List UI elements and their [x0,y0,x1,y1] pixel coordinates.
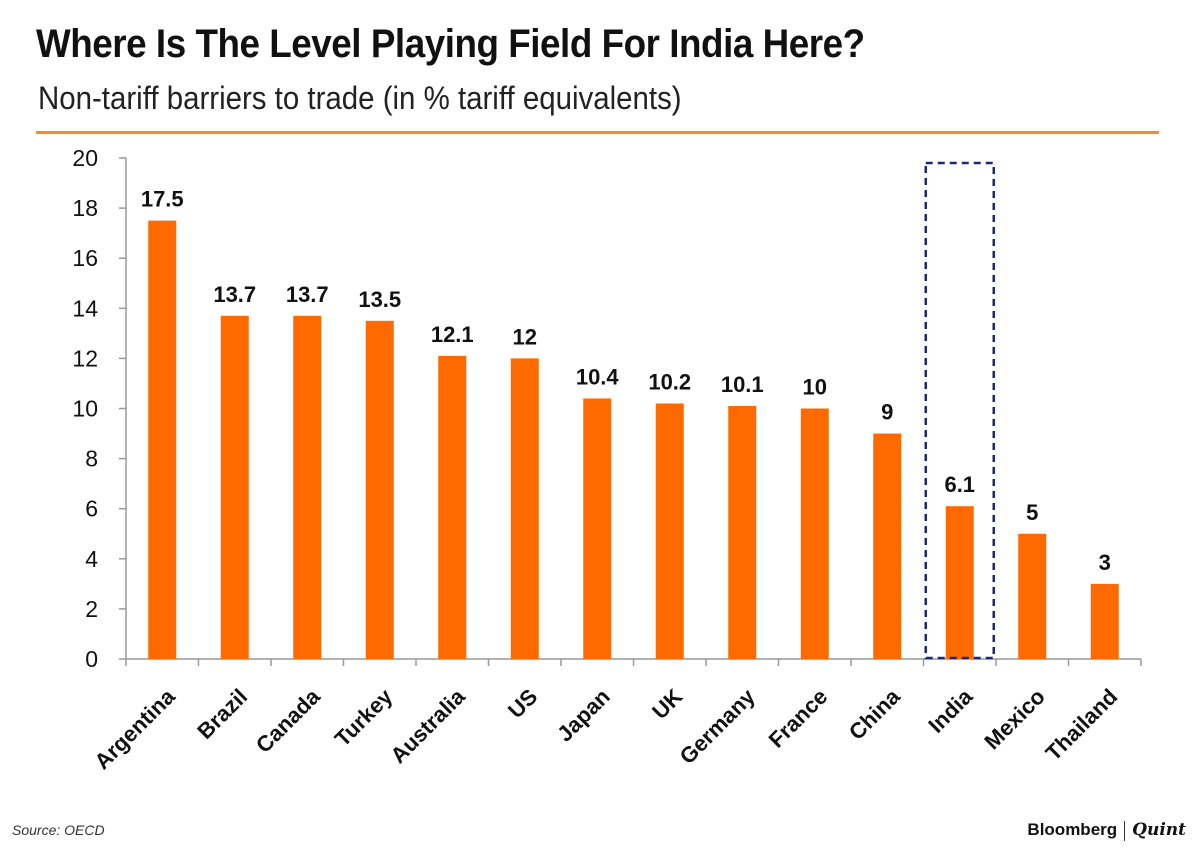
y-tick-label: 16 [72,245,98,271]
data-label: 10.1 [721,372,764,397]
x-category-label: Germany [675,683,761,769]
y-tick-label: 0 [85,646,98,672]
y-tick-label: 2 [85,596,98,622]
y-tick-label: 6 [85,496,98,522]
data-label: 5 [1026,500,1038,525]
data-label: 3 [1099,550,1111,575]
brand-logo: Bloomberg Quint [1027,820,1186,841]
chart-subtitle: Non-tariff barriers to trade (in % tarif… [38,80,682,116]
data-label: 12.1 [431,322,474,347]
bar-brazil [220,315,249,659]
data-label: 10.2 [648,369,691,394]
data-label: 9 [881,400,893,425]
bar-mexico [1018,533,1047,659]
bar-india [945,506,974,659]
x-category-label: Brazil [192,684,252,744]
x-category-label: Thailand [1041,684,1123,766]
y-tick-label: 18 [72,195,98,221]
bar-germany [728,405,757,659]
x-category-label: Argentina [89,683,180,774]
x-category-label: France [764,684,833,753]
y-tick-label: 12 [72,345,98,371]
bar-australia [438,355,467,659]
source-note: Source: OECD [12,822,105,838]
y-tick-label: 20 [72,145,98,171]
data-label: 10.4 [576,364,620,389]
y-tick-label: 4 [85,546,98,572]
title-divider [36,131,1159,134]
data-label: 6.1 [944,472,975,497]
bar-us [510,358,539,659]
x-category-label: Australia [386,683,471,768]
bar-thailand [1090,583,1119,659]
data-label: 13.7 [286,282,329,307]
brand-separator [1124,820,1126,841]
x-category-label: UK [647,684,687,724]
x-category-label: US [503,684,542,723]
bar-china [873,433,902,659]
chart-title: Where Is The Level Playing Field For Ind… [36,22,865,66]
bar-japan [583,398,612,659]
brand-secondary: Quint [1132,820,1186,840]
bar-canada [293,315,322,659]
data-label: 13.7 [213,282,256,307]
y-tick-label: 8 [85,446,98,472]
bar-france [800,408,829,659]
x-category-label: Japan [552,684,615,747]
highlight-box [924,161,995,660]
x-category-label: Canada [251,683,325,757]
data-label: 17.5 [141,187,184,212]
y-tick-label: 10 [72,396,98,422]
bar-uk [655,403,684,659]
x-category-label: Mexico [979,684,1049,754]
y-tick-label: 14 [72,295,98,321]
data-label: 12 [513,324,537,349]
data-label: 13.5 [358,287,401,312]
brand-primary: Bloomberg [1027,820,1118,839]
x-category-label: India [923,683,978,738]
bar-argentina [148,220,177,659]
data-label: 10 [803,375,827,400]
x-category-label: Turkey [330,683,398,751]
x-category-label: China [844,683,905,744]
bar-turkey [365,320,394,659]
